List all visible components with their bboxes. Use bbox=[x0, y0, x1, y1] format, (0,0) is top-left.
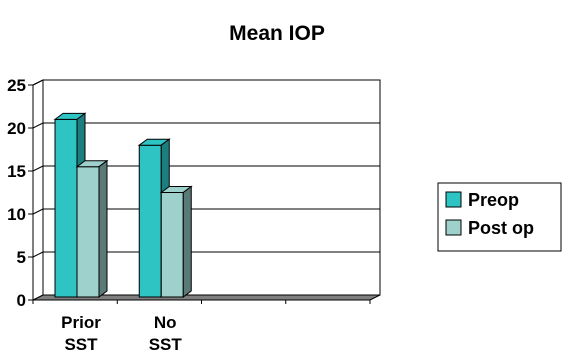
gridline-side bbox=[32, 208, 44, 215]
chart-title: Mean IOP bbox=[229, 22, 325, 45]
bar-postop bbox=[75, 159, 109, 298]
gridline-side bbox=[32, 165, 44, 172]
chart-side-wall bbox=[32, 79, 44, 301]
legend: Preop Post op bbox=[437, 182, 562, 252]
bar-side bbox=[182, 185, 192, 298]
bar-face bbox=[138, 144, 162, 298]
legend-swatch bbox=[445, 219, 462, 236]
bar-postop bbox=[159, 185, 193, 298]
x-tick-label: SST bbox=[64, 335, 98, 354]
bar-face bbox=[160, 192, 184, 298]
legend-swatch bbox=[445, 191, 462, 208]
y-tick-label: 20 bbox=[7, 119, 26, 138]
y-tick-label: 5 bbox=[17, 248, 26, 267]
y-tick-label: 25 bbox=[7, 76, 26, 95]
legend-label: Post op bbox=[468, 218, 534, 238]
y-tick-label: 0 bbox=[17, 291, 26, 310]
bar-face bbox=[54, 118, 78, 298]
gridline-side bbox=[32, 122, 44, 129]
x-tick-label: SST bbox=[149, 335, 183, 354]
y-tick-label: 10 bbox=[7, 205, 26, 224]
gridline-side bbox=[32, 79, 44, 86]
x-tick-label: No bbox=[154, 313, 177, 332]
gridline-side bbox=[32, 251, 44, 258]
y-tick-label: 15 bbox=[7, 162, 26, 181]
bar-side bbox=[98, 159, 108, 298]
x-tick-label: Prior bbox=[61, 313, 101, 332]
bar-face bbox=[76, 166, 100, 298]
legend-label: Preop bbox=[468, 190, 519, 210]
plot-area: 0 5 10 15 20 25 Prior SST No SST bbox=[7, 76, 381, 354]
